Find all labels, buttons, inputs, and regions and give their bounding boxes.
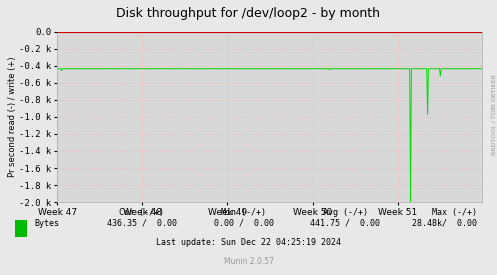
Text: Bytes: Bytes <box>35 219 60 228</box>
Text: 436.35 /  0.00: 436.35 / 0.00 <box>107 219 176 228</box>
Text: Disk throughput for /dev/loop2 - by month: Disk throughput for /dev/loop2 - by mont… <box>116 7 381 20</box>
Text: Last update: Sun Dec 22 04:25:19 2024: Last update: Sun Dec 22 04:25:19 2024 <box>156 238 341 247</box>
Text: Cur (-/+): Cur (-/+) <box>119 208 164 217</box>
Text: 28.48k/  0.00: 28.48k/ 0.00 <box>412 219 477 228</box>
Text: Min (-/+): Min (-/+) <box>221 208 266 217</box>
Text: 0.00 /  0.00: 0.00 / 0.00 <box>214 219 273 228</box>
Text: RRDTOOL / TOBI OETIKER: RRDTOOL / TOBI OETIKER <box>491 74 496 155</box>
Text: Max (-/+): Max (-/+) <box>432 208 477 217</box>
Y-axis label: Pr second read (-) / write (+): Pr second read (-) / write (+) <box>7 57 16 177</box>
Text: Avg (-/+): Avg (-/+) <box>323 208 368 217</box>
Text: 441.75 /  0.00: 441.75 / 0.00 <box>311 219 380 228</box>
Text: Munin 2.0.57: Munin 2.0.57 <box>224 257 273 266</box>
